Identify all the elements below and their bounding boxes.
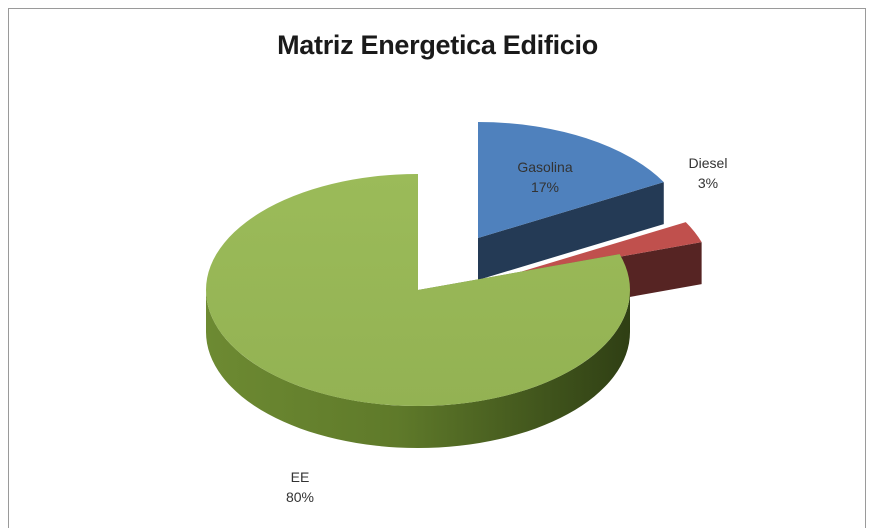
slice-label-ee: EE <box>291 469 310 485</box>
pie-slice-gasolina <box>478 122 664 280</box>
pie-slice-ee <box>205 174 631 448</box>
chart-title: Matriz Energetica Edificio <box>277 30 598 60</box>
slice-value-gasolina: 17% <box>531 179 559 195</box>
slice-value-ee: 80% <box>286 489 314 505</box>
slice-label-gasolina: Gasolina <box>517 159 572 175</box>
pie-chart: Gasolina 17% Diesel 3% EE 80% <box>205 122 728 505</box>
slice-label-diesel: Diesel <box>689 155 728 171</box>
slice-value-diesel: 3% <box>698 175 718 191</box>
